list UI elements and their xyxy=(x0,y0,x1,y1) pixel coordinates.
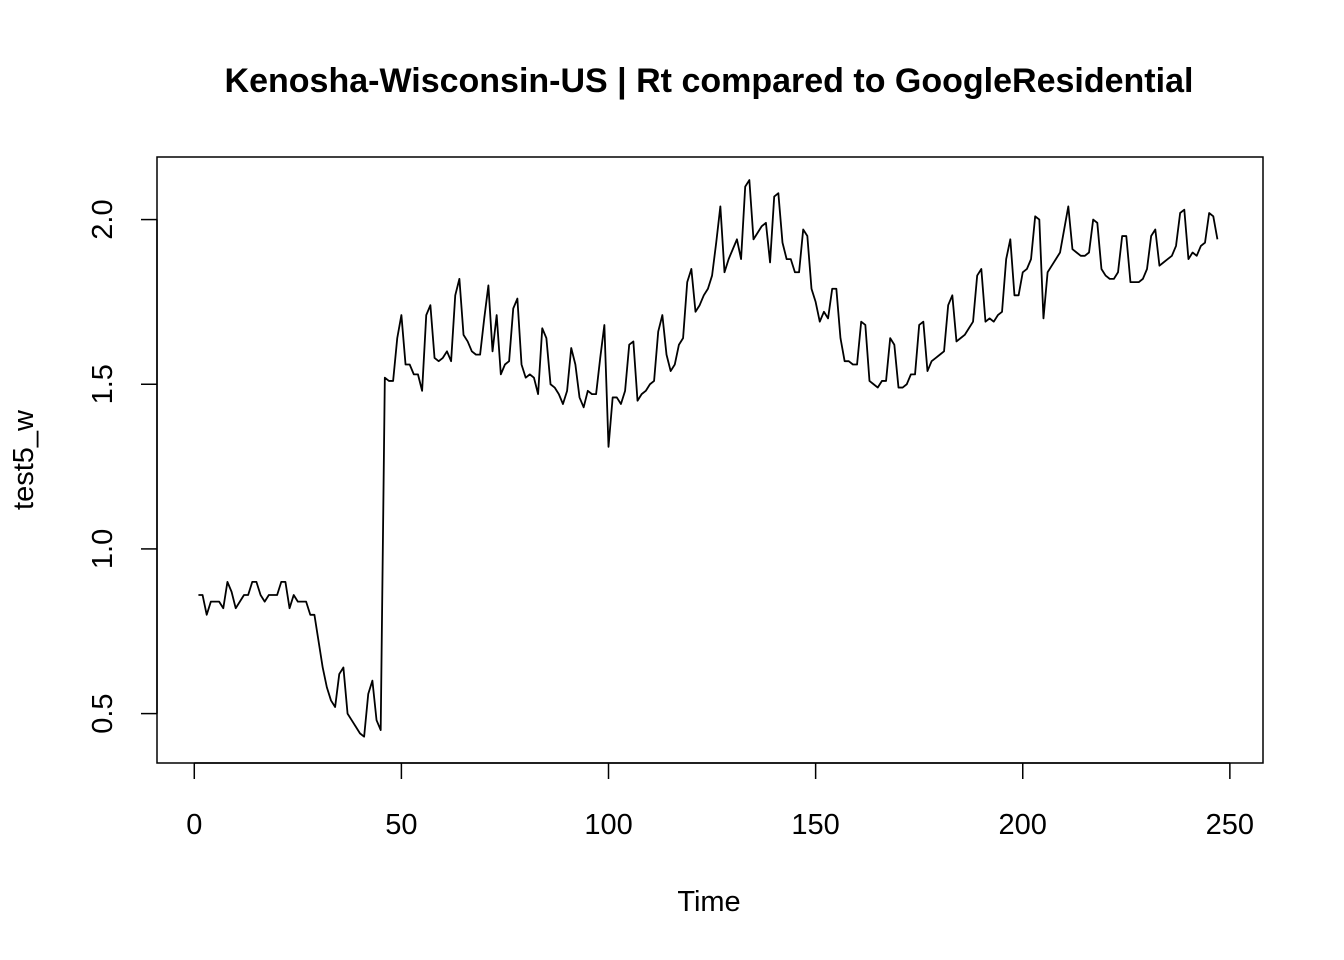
chart-title: Kenosha-Wisconsin-US | Rt compared to Go… xyxy=(225,62,1194,100)
y-tick-label: 1.5 xyxy=(87,364,119,404)
x-tick-label: 0 xyxy=(186,809,202,841)
x-axis: 0 50 100 150 200 250 xyxy=(186,763,1254,841)
y-axis: 0.5 1.0 1.5 2.0 xyxy=(87,199,157,733)
x-tick-label: 250 xyxy=(1206,809,1254,841)
series-line-1 xyxy=(198,180,1217,737)
y-axis-title: test5_w xyxy=(8,409,40,510)
series-layer xyxy=(198,180,1217,737)
x-tick-label: 50 xyxy=(385,809,417,841)
x-tick-label: 100 xyxy=(584,809,632,841)
y-tick-label: 0.5 xyxy=(87,693,119,733)
x-tick-label: 150 xyxy=(791,809,839,841)
x-axis-title: Time xyxy=(677,886,740,918)
x-tick-label: 200 xyxy=(999,809,1047,841)
y-tick-label: 2.0 xyxy=(87,199,119,239)
y-tick-label: 1.0 xyxy=(87,529,119,569)
